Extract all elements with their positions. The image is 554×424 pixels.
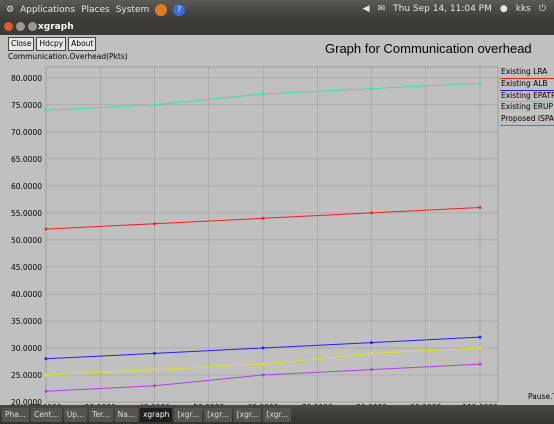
legend: Existing LRA Existing ALB Existing EPATP Ex…	[500, 67, 554, 126]
help-icon[interactable]: ?	[173, 4, 186, 16]
taskbar-item[interactable]: Pha...	[2, 408, 30, 422]
window-title: xgraph	[38, 22, 74, 32]
data-point	[44, 389, 48, 393]
taskbar: Pha... Cent... Up... Ter... Na... xgraph [xgr.…	[0, 405, 554, 424]
xgraph-window-content: Close Hdcpy About Graph for Communicatio…	[0, 35, 554, 405]
data-point	[478, 205, 482, 209]
x-tick-label: 60.0000	[247, 403, 278, 405]
y-tick-label: 45.0000	[11, 263, 42, 272]
window-minimize-icon[interactable]	[16, 22, 25, 31]
menu-system[interactable]: System	[115, 5, 150, 15]
x-tick-label: 30.0000	[85, 403, 116, 405]
data-point	[370, 87, 373, 91]
volume-icon[interactable]: ◀	[362, 4, 370, 14]
data-point	[44, 373, 48, 377]
graph-title: Graph for Communication overhead	[325, 41, 532, 56]
plot-area	[45, 66, 499, 403]
taskbar-item[interactable]: Na...	[114, 408, 138, 422]
data-point	[370, 211, 373, 215]
y-tick-label: 70.0000	[11, 128, 42, 137]
x-tick-label: 20.0000	[30, 403, 61, 405]
taskbar-item[interactable]: [xgr...	[174, 408, 203, 422]
y-tick-label: 75.0000	[11, 101, 42, 110]
firefox-launcher-icon[interactable]	[155, 4, 168, 16]
taskbar-item[interactable]: Up...	[63, 408, 88, 422]
clock[interactable]: Thu Sep 14, 11:04 PM	[393, 4, 492, 14]
y-tick-label: 65.0000	[11, 155, 42, 164]
x-tick-label: 90.0000	[410, 403, 441, 405]
data-point	[153, 222, 156, 226]
data-point	[44, 357, 48, 361]
legend-entry-4: Proposed ISPAD	[500, 114, 554, 126]
y-tick-label: 20.0000	[11, 398, 42, 405]
data-point	[261, 92, 265, 96]
data-point	[370, 341, 373, 345]
close-button[interactable]: Close	[8, 37, 35, 51]
line-chart: 20.0000 25.0000 30.0000 35.0000 40.0000 45.00…	[11, 66, 499, 405]
x-tick-label: 80.0000	[356, 403, 387, 405]
data-point	[478, 335, 482, 339]
y-tick-label: 55.0000	[11, 209, 42, 218]
y-tick-label: 50.0000	[11, 236, 42, 245]
data-point	[478, 81, 482, 85]
power-icon[interactable]: ⏻	[538, 4, 546, 14]
data-point	[44, 108, 48, 112]
data-point	[370, 368, 373, 372]
y-tick-label: 80.0000	[11, 74, 42, 83]
data-point	[261, 216, 265, 220]
about-button[interactable]: About	[68, 37, 97, 51]
mail-icon[interactable]: ✉	[377, 4, 386, 14]
ubuntu-menu-icon[interactable]: ⚙	[6, 5, 15, 15]
taskbar-item[interactable]: [xgr...	[204, 408, 232, 422]
user-icon[interactable]: ●	[499, 4, 508, 14]
data-point	[478, 346, 482, 350]
menu-places[interactable]: Places	[81, 5, 110, 15]
window-close-icon[interactable]	[4, 22, 13, 31]
taskbar-item[interactable]: xgraph	[139, 408, 173, 422]
window-titlebar[interactable]: xgraph	[0, 20, 554, 35]
data-point	[153, 384, 156, 388]
taskbar-item[interactable]: Ter...	[89, 408, 113, 422]
y-tick-label: 35.0000	[11, 317, 42, 326]
data-point	[153, 103, 156, 107]
y-tick-label: 60.0000	[11, 182, 42, 191]
data-point	[153, 368, 156, 372]
data-point	[370, 351, 373, 355]
window-maximize-icon[interactable]	[28, 22, 37, 31]
legend-entry-1: Existing ALB	[500, 79, 554, 91]
legend-entry-0: Existing LRA	[500, 67, 554, 79]
legend-entry-2: Existing EPATP	[500, 91, 554, 103]
y-axis-label: Communication.Overhead(Pkts)	[8, 52, 128, 61]
menu-applications[interactable]: Applications	[20, 5, 76, 15]
x-axis-label: Pause.Time	[528, 392, 554, 401]
legend-entry-3: Existing ERUP	[500, 102, 554, 115]
taskbar-item[interactable]: [xgr...	[263, 408, 292, 422]
x-tick-label: 50.0000	[193, 403, 224, 405]
y-tick-label: 25.0000	[11, 371, 42, 380]
hdcpy-button[interactable]: Hdcpy	[36, 37, 67, 51]
data-point	[261, 362, 265, 366]
x-tick-label: 40.0000	[139, 403, 170, 405]
y-tick-label: 40.0000	[11, 290, 42, 299]
data-point	[153, 351, 156, 355]
y-tick-label: 30.0000	[11, 344, 42, 353]
data-point	[261, 373, 265, 377]
taskbar-item[interactable]: Cent...	[31, 408, 62, 422]
user-name[interactable]: kks	[515, 4, 531, 14]
taskbar-item[interactable]: [xgr...	[233, 408, 262, 422]
data-point	[44, 227, 48, 231]
x-tick-label: 70.0000	[302, 403, 333, 405]
x-tick-label: 100.0000	[462, 403, 498, 405]
data-point	[261, 346, 265, 350]
xgraph-toolbar: Close Hdcpy About	[8, 37, 97, 51]
system-top-panel: ⚙ Applications Places System ? ◀ ✉ Thu S…	[0, 0, 554, 20]
data-point	[478, 362, 482, 366]
